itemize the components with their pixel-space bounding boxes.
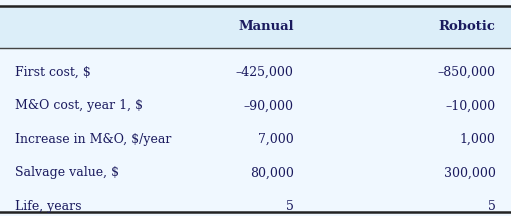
Text: M&O cost, year 1, $: M&O cost, year 1, $ — [15, 99, 143, 112]
Text: –10,000: –10,000 — [446, 99, 496, 112]
Text: 1,000: 1,000 — [460, 133, 496, 146]
Text: 5: 5 — [488, 200, 496, 213]
Text: –425,000: –425,000 — [236, 66, 294, 79]
Text: Robotic: Robotic — [439, 21, 496, 33]
Text: 300,000: 300,000 — [444, 166, 496, 179]
Text: –850,000: –850,000 — [437, 66, 496, 79]
Text: 80,000: 80,000 — [250, 166, 294, 179]
Text: Salvage value, $: Salvage value, $ — [15, 166, 120, 179]
Text: Manual: Manual — [238, 21, 294, 33]
Bar — [0, 6, 511, 48]
Text: 5: 5 — [286, 200, 294, 213]
Text: –90,000: –90,000 — [244, 99, 294, 112]
Text: 7,000: 7,000 — [258, 133, 294, 146]
Text: First cost, $: First cost, $ — [15, 66, 91, 79]
Text: Life, years: Life, years — [15, 200, 82, 213]
Text: Increase in M&O, $/year: Increase in M&O, $/year — [15, 133, 172, 146]
